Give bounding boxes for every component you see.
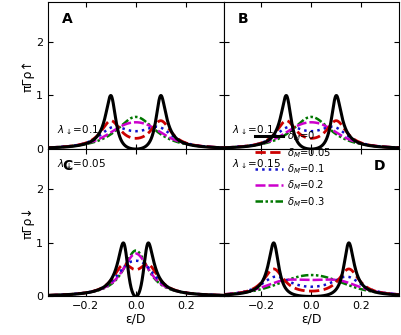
Y-axis label: πΓρ↑: πΓρ↑ [22, 59, 35, 92]
Y-axis label: πΓρ↓: πΓρ↓ [22, 206, 35, 239]
Text: $\lambda_\downarrow$=0.15: $\lambda_\downarrow$=0.15 [232, 158, 281, 171]
Text: $\lambda_\downarrow$=0.1: $\lambda_\downarrow$=0.1 [57, 124, 99, 137]
Text: $\lambda_\downarrow$=0.1: $\lambda_\downarrow$=0.1 [232, 124, 274, 137]
X-axis label: ε/D: ε/D [126, 313, 146, 326]
Text: A: A [62, 12, 73, 26]
Legend: $\delta_M$=0, $\delta_M$=0.05, $\delta_M$=0.1, $\delta_M$=0.2, $\delta_M$=0.3: $\delta_M$=0, $\delta_M$=0.05, $\delta_M… [255, 130, 331, 209]
X-axis label: ε/D: ε/D [301, 313, 322, 326]
Text: B: B [237, 12, 248, 26]
Text: C: C [62, 159, 73, 174]
Text: D: D [373, 159, 385, 174]
Text: $\lambda_\downarrow$=0.05: $\lambda_\downarrow$=0.05 [57, 158, 105, 171]
